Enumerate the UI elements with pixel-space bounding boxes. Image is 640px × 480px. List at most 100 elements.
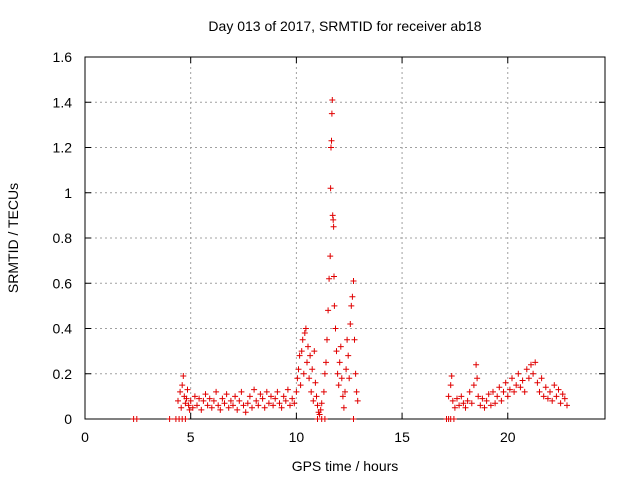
data-point	[185, 402, 192, 409]
data-point	[515, 370, 522, 377]
data-point	[296, 352, 303, 359]
y-tick-label: 1.4	[53, 94, 73, 110]
data-point	[183, 395, 190, 402]
data-points	[130, 97, 570, 422]
data-point	[223, 391, 230, 398]
data-point	[475, 393, 482, 400]
data-point	[517, 384, 524, 391]
data-point	[175, 397, 181, 404]
data-point	[445, 393, 452, 400]
data-point	[325, 307, 332, 314]
data-point	[342, 388, 348, 395]
data-point	[447, 382, 454, 389]
data-point	[215, 402, 222, 409]
data-point	[313, 393, 320, 400]
data-point	[324, 336, 330, 343]
data-point	[487, 402, 494, 409]
data-point	[328, 110, 335, 117]
data-point	[289, 395, 296, 402]
data-point	[513, 382, 520, 389]
data-point	[330, 223, 337, 230]
data-point	[274, 388, 281, 395]
data-point	[448, 373, 455, 379]
data-point	[187, 397, 194, 404]
data-point	[232, 393, 239, 400]
data-point	[318, 400, 325, 407]
data-point	[353, 388, 360, 395]
data-point	[200, 397, 207, 404]
data-point	[561, 395, 568, 402]
data-point	[198, 406, 205, 413]
y-axis-label: SRMTID / TECUs	[5, 183, 21, 293]
data-point	[549, 397, 556, 404]
data-point	[320, 388, 327, 395]
data-point	[234, 406, 241, 413]
data-point	[263, 388, 270, 395]
data-point	[305, 343, 311, 350]
data-point	[540, 393, 547, 400]
data-point	[335, 382, 342, 389]
data-point	[525, 375, 532, 382]
data-point	[251, 386, 258, 393]
data-point	[280, 393, 287, 400]
data-point	[302, 325, 309, 332]
data-point	[270, 402, 277, 409]
data-point	[236, 397, 243, 404]
data-point	[336, 359, 343, 366]
data-point	[300, 370, 307, 377]
data-point	[331, 273, 337, 280]
y-tick-label: 0	[64, 411, 72, 427]
data-point	[268, 393, 274, 400]
data-point	[301, 330, 308, 336]
data-point	[278, 404, 285, 411]
y-tick-label: 1.2	[53, 140, 73, 156]
x-tick-label: 20	[500, 429, 516, 445]
data-point	[210, 397, 217, 404]
data-point	[328, 137, 335, 144]
data-point	[240, 402, 247, 409]
data-point	[481, 404, 488, 411]
data-point	[352, 370, 359, 377]
data-point	[340, 404, 347, 411]
data-point	[511, 388, 518, 395]
data-point	[509, 375, 515, 382]
data-point	[334, 370, 341, 377]
data-point	[182, 400, 189, 407]
data-point	[196, 395, 203, 402]
data-point	[345, 352, 352, 359]
data-point	[485, 391, 492, 398]
x-tick-label: 5	[187, 429, 195, 445]
data-point	[312, 379, 319, 386]
data-point	[133, 416, 140, 422]
data-point	[521, 388, 528, 395]
data-point	[474, 375, 481, 382]
x-tick-label: 10	[289, 429, 305, 445]
data-point	[253, 397, 260, 404]
data-point	[479, 395, 486, 402]
x-tick-labels: 0 5 10 15 20	[81, 429, 516, 445]
y-tick-label: 0.6	[53, 275, 73, 291]
data-point	[316, 411, 323, 418]
data-point	[180, 373, 187, 379]
data-point	[544, 395, 551, 402]
data-point	[339, 393, 346, 400]
data-point	[225, 404, 232, 411]
y-tick-labels: 0 0.2 0.4 0.6 0.8 1 1.2 1.4 1.6	[53, 49, 73, 427]
data-point	[354, 397, 361, 404]
data-point	[329, 97, 336, 103]
data-point	[496, 384, 503, 391]
data-point	[323, 359, 329, 366]
data-point	[265, 400, 272, 407]
data-point	[308, 388, 315, 395]
data-point	[246, 393, 253, 400]
data-point	[454, 395, 460, 402]
data-point	[477, 402, 484, 409]
data-point	[221, 400, 228, 407]
data-point	[166, 416, 173, 422]
data-point	[208, 404, 215, 411]
chart-title: Day 013 of 2017, SRMTID for receiver ab1…	[208, 18, 481, 34]
y-tick-label: 1.6	[53, 49, 73, 65]
data-point	[261, 404, 268, 411]
data-point	[538, 375, 545, 382]
y-tick-label: 1	[64, 185, 72, 201]
